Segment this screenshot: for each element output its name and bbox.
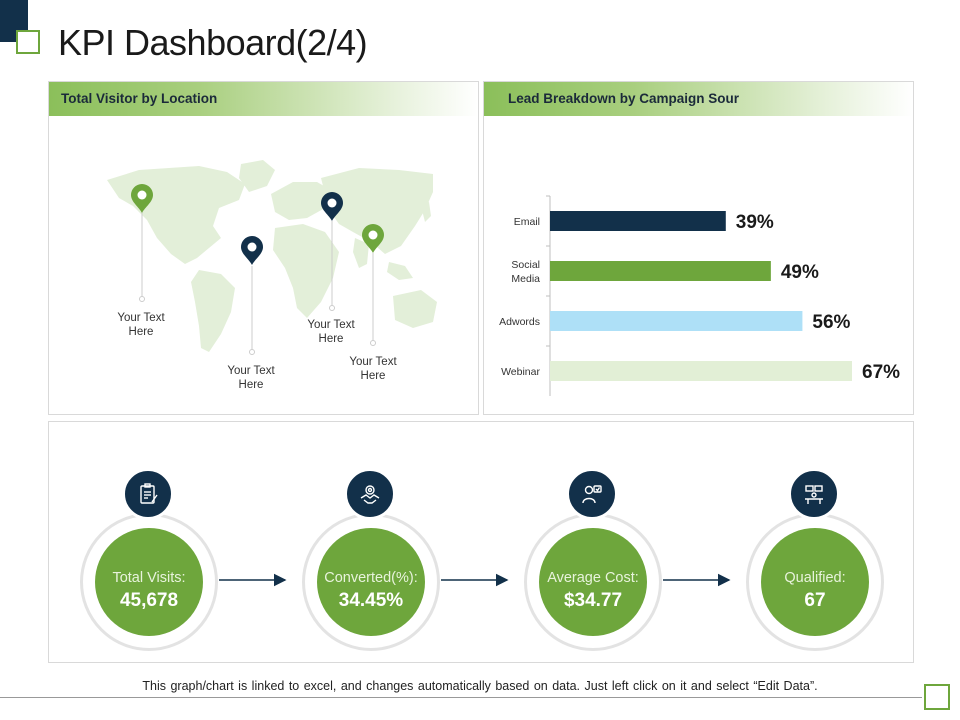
kpi-label: Qualified: [784,570,846,586]
pin-leader-lines [141,208,374,350]
pin-leader-dots [139,296,376,355]
panel-title: Lead Breakdown by Campaign Sour [508,91,740,106]
kpi-circle: Total Visits: 45,678 [95,528,203,636]
kpi-circle: Average Cost: $34.77 [539,528,647,636]
pin-label-line: Your Text [227,365,275,377]
category-label: Social Media [511,259,540,285]
pin-label-line: Your Text [307,319,355,331]
kpi-circle: Qualified: 67 [761,528,869,636]
pin-label: Your Text Here [101,311,181,339]
kpi-circle: Converted(%): 34.45% [317,528,425,636]
world-map [107,160,437,355]
value-label: 49% [781,262,819,283]
lead-breakdown-panel: Lead Breakdown by Campaign Sour Email 39%… [483,81,914,415]
pin-label-line: Here [318,333,344,345]
location-pin-icon[interactable] [321,192,343,221]
pin-label-line: Here [128,326,154,338]
pin-label: Your Text Here [211,364,291,392]
pin-label: Your Text Here [333,355,413,383]
pin-label-line: Your Text [117,312,165,324]
pin-label-line: Here [360,370,386,382]
footer-square-icon [924,684,950,710]
category-label: Adwords [499,316,540,328]
kpi-value: 67 [804,590,826,611]
footer-divider [0,697,922,698]
person-screen-icon [566,468,618,520]
panel-header: Lead Breakdown by Campaign Sour [484,82,913,116]
kpi-value: $34.77 [563,590,623,611]
clipboard-icon [122,468,174,520]
kpi-summary-panel: Total Visits: 45,678 Converted(%): 34.45… [48,421,914,663]
kpi-label: Average Cost: [547,570,639,586]
kpi-arrows [219,573,731,587]
kpi-total-visits[interactable]: Total Visits: 45,678 [80,513,218,651]
kpi-label: Converted(%): [324,570,418,586]
page-title: KPI Dashboard(2/4) [58,22,368,63]
lead-bar-chart: Email 39% Social Media 49% Adwords 56% Webinar 6… [499,195,900,396]
pin-label-line: Here [238,379,264,391]
location-pin-icon[interactable] [362,224,384,253]
location-pin-icon[interactable] [131,184,153,213]
visitor-location-panel: Total Visitor by Location [48,81,479,415]
category-label: Webinar [501,366,540,378]
bar-webinar[interactable] [550,361,852,381]
pin-label-line: Your Text [349,356,397,368]
bar-social-media[interactable] [550,261,771,281]
handshake-gear-icon [344,468,396,520]
kpi-average-cost[interactable]: Average Cost: $34.77 [524,513,662,651]
kpi-qualified[interactable]: Qualified: 67 [746,513,884,651]
kpi-value: 45,678 [119,590,179,611]
pin-label: Your Text Here [291,318,371,346]
value-label: 56% [812,312,850,333]
location-pin-icon[interactable] [241,236,263,265]
workspace-icon [788,468,840,520]
kpi-value: 34.45% [338,590,404,611]
bar-email[interactable] [550,211,726,231]
category-label: Email [514,216,540,228]
kpi-converted[interactable]: Converted(%): 34.45% [302,513,440,651]
bar-adwords[interactable] [550,311,803,331]
value-label: 39% [736,212,774,233]
value-label: 67% [862,362,900,383]
continents [107,160,437,352]
panel-title: Total Visitor by Location [61,91,218,106]
panel-header: Total Visitor by Location [49,82,478,116]
footer-note: This graph/chart is linked to excel, and… [142,679,818,693]
kpi-label: Total Visits: [112,570,186,586]
title-square-icon [16,30,40,54]
